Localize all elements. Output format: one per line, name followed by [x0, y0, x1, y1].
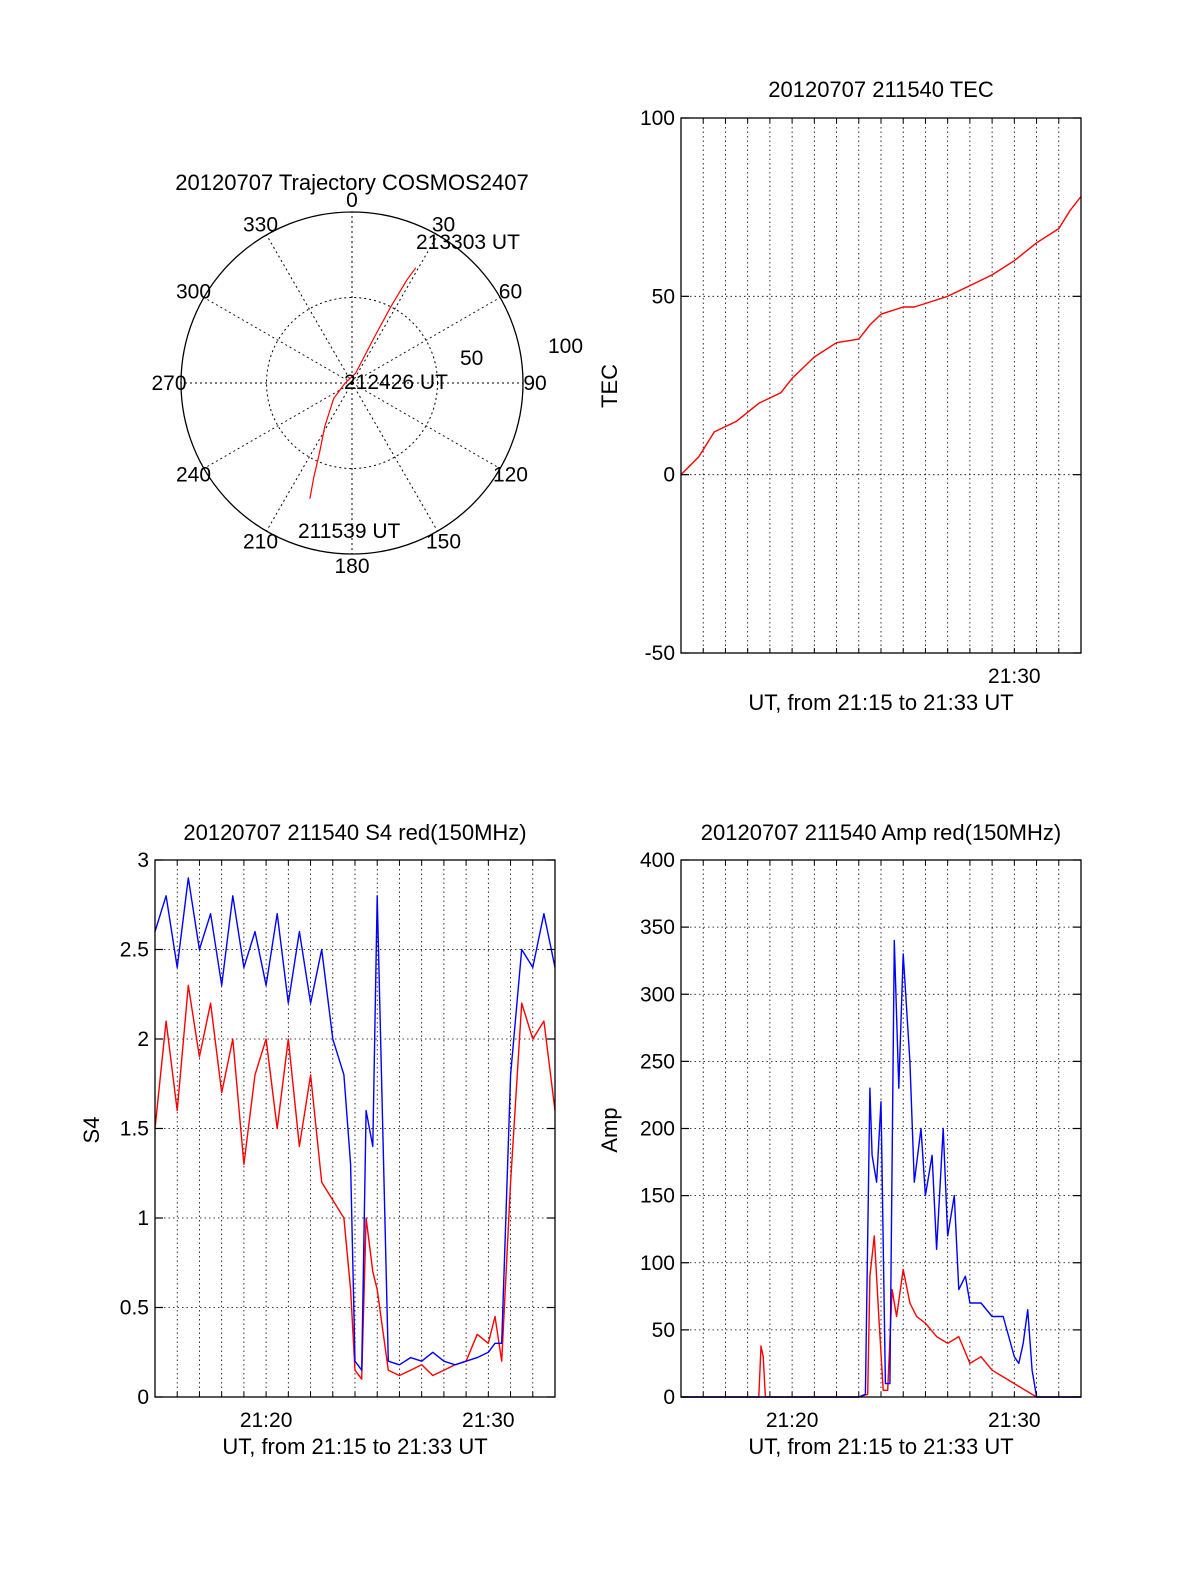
- tec-ytick-label: 100: [640, 107, 675, 130]
- polar-angle-label-120: 120: [493, 464, 528, 487]
- s4-ytick-label: 0: [137, 1386, 149, 1409]
- amp-xtick-label: 21:20: [766, 1409, 819, 1432]
- polar-spoke-210: [266, 382, 353, 532]
- tec-ytick-label: 0: [663, 464, 675, 487]
- amp-ytick-label: 0: [663, 1386, 675, 1409]
- polar-spoke-150: [351, 382, 438, 532]
- amp-xlabel: UT, from 21:15 to 21:33 UT: [748, 1434, 1013, 1459]
- polar-angle-label-330: 330: [243, 214, 278, 237]
- polar-spoke-300: [203, 297, 353, 384]
- amp-xtick-label: 21:30: [988, 1409, 1041, 1432]
- polar-angle-label-210: 210: [243, 530, 278, 553]
- amp-ylabel: Amp: [597, 1107, 622, 1152]
- polar-grid: [180, 211, 524, 555]
- polar-annotation-mid: 212426 UT: [344, 371, 448, 394]
- s4-title: 20120707 211540 S4 red(150MHz): [183, 820, 526, 845]
- tec-series-0: [680, 196, 1082, 476]
- polar-angle-label-90: 90: [523, 372, 546, 395]
- s4-ytick-label: 0.5: [120, 1297, 149, 1320]
- polar-annotation-end: 213303 UT: [416, 231, 520, 254]
- polar-trajectory-line: [309, 267, 417, 499]
- s4-xlabel: UT, from 21:15 to 21:33 UT: [222, 1434, 487, 1459]
- amp-ytick-label: 50: [652, 1319, 675, 1342]
- s4-ytick-label: 1.5: [120, 1118, 149, 1141]
- s4-ticks: 3 2.5 2 1.5 1 0.5 0 21:20 21:30: [120, 849, 555, 1432]
- tec-series-group: [680, 196, 1082, 476]
- s4-ylabel: S4: [79, 1117, 104, 1144]
- polar-angle-label-270: 270: [151, 372, 186, 395]
- polar-angle-label-30: 30: [432, 214, 455, 237]
- polar-radius-label-100: 100: [548, 335, 583, 358]
- amp-ytick-label: 350: [640, 916, 675, 939]
- amp-ytick-label: 150: [640, 1185, 675, 1208]
- polar-spoke-240: [203, 382, 353, 469]
- polar-spoke-120: [351, 382, 501, 469]
- polar-spoke-330: [266, 234, 353, 384]
- amp-series-1: [681, 939, 1081, 1398]
- polar-angle-label-240: 240: [176, 464, 211, 487]
- polar-spoke-30: [351, 234, 438, 384]
- polar-angle-label-300: 300: [176, 281, 211, 304]
- amp-ytick-label: 200: [640, 1118, 675, 1141]
- amp-series-0: [681, 1235, 1081, 1398]
- tec-ylabel: TEC: [597, 364, 622, 408]
- tec-xtick-label: 21:30: [988, 665, 1041, 688]
- amp-ticks: 400 350 300 250 200 150 100 50 0 21:20 21:30: [640, 849, 1081, 1432]
- amp-title: 20120707 211540 Amp red(150MHz): [701, 820, 1061, 845]
- tec-title: 20120707 211540 TEC: [768, 77, 994, 102]
- s4-ytick-label: 1: [137, 1207, 149, 1230]
- polar-radius-label-50: 50: [460, 347, 483, 370]
- s4-series-0: [154, 984, 556, 1380]
- polar-trajectory-chart: 20120707 Trajectory COSMOS2407 0 30 60 90 12…: [151, 170, 583, 578]
- polar-angle-label-180: 180: [334, 555, 369, 578]
- s4-xtick-label: 21:20: [240, 1409, 293, 1432]
- s4-xtick-label: 21:30: [462, 1409, 515, 1432]
- tec-ticks: 100 50 0 -50 21:30: [640, 107, 1081, 688]
- tec-grid: [681, 117, 1081, 654]
- tec-ytick-label: -50: [645, 642, 675, 665]
- s4-chart: 20120707 211540 S4 red(150MHz) 3 2.5 2 1.5 1…: [79, 820, 556, 1459]
- amp-ytick-label: 400: [640, 849, 675, 872]
- polar-angle-label-150: 150: [426, 530, 461, 553]
- tec-ytick-label: 50: [652, 285, 675, 308]
- polar-angle-label-60: 60: [499, 281, 522, 304]
- polar-angle-label-0: 0: [346, 189, 358, 212]
- amp-ytick-label: 100: [640, 1252, 675, 1275]
- polar-angle-labels: 0 30 60 90 120 150 180 210 240 270 300 330: [151, 189, 546, 578]
- s4-ytick-label: 2: [137, 1028, 149, 1051]
- amp-chart: 20120707 211540 Amp red(150MHz) 400 350 30…: [597, 820, 1082, 1459]
- tec-xlabel: UT, from 21:15 to 21:33 UT: [748, 690, 1013, 715]
- polar-title: 20120707 Trajectory COSMOS2407: [175, 170, 528, 195]
- s4-ytick-label: 3: [137, 849, 149, 872]
- polar-spoke-60: [351, 297, 501, 384]
- amp-ytick-label: 250: [640, 1050, 675, 1073]
- s4-ytick-label: 2.5: [120, 939, 149, 962]
- polar-annotation-start: 211539 UT: [298, 520, 401, 543]
- amp-ytick-label: 300: [640, 983, 675, 1006]
- s4-series-1: [154, 877, 556, 1371]
- s4-series-group: [154, 877, 556, 1380]
- tec-chart: 20120707 211540 TEC 100 50 0 -50 21:30 TEC U…: [597, 77, 1082, 715]
